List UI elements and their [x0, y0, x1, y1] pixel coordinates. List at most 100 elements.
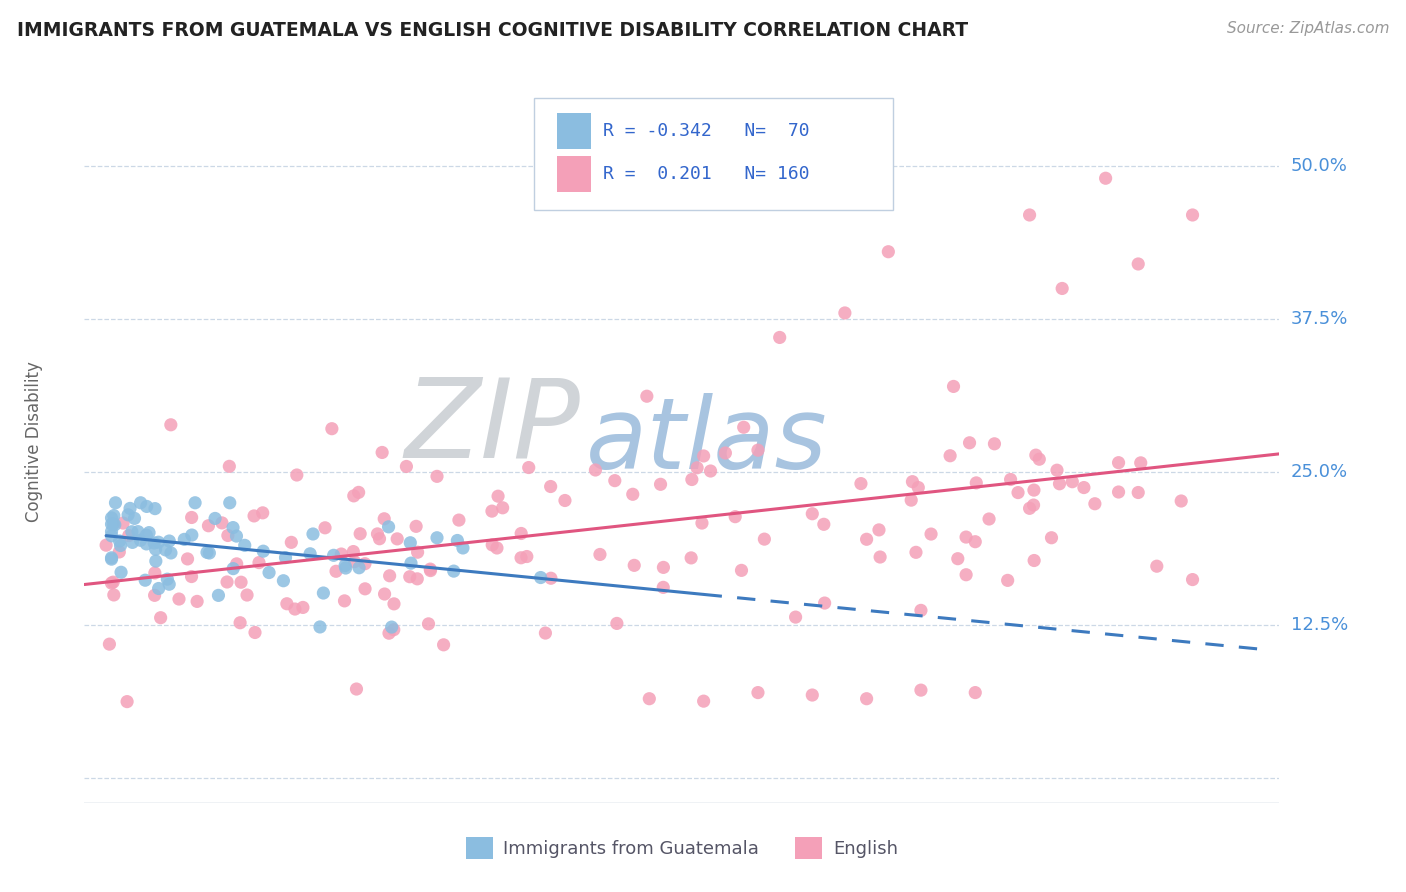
Point	[1146, 559, 1168, 574]
Point	[280, 535, 302, 549]
Point	[343, 489, 366, 503]
Point	[510, 550, 533, 565]
Point	[252, 506, 274, 520]
Point	[1084, 497, 1107, 511]
Point	[983, 437, 1005, 451]
Point	[681, 550, 703, 565]
Point	[869, 549, 891, 564]
Point	[955, 567, 977, 582]
Point	[211, 516, 233, 530]
Point	[1181, 208, 1204, 222]
Point	[382, 623, 405, 637]
Point	[195, 545, 218, 559]
Point	[291, 600, 314, 615]
Point	[218, 496, 240, 510]
Point	[406, 572, 429, 586]
Point	[104, 496, 127, 510]
Point	[638, 691, 661, 706]
Text: Cognitive Disability: Cognitive Disability	[24, 361, 42, 522]
Point	[868, 523, 890, 537]
Point	[342, 544, 364, 558]
Point	[117, 508, 139, 522]
Point	[1049, 476, 1071, 491]
Point	[100, 517, 122, 532]
Point	[699, 464, 721, 478]
Point	[347, 561, 370, 575]
Point	[1040, 531, 1063, 545]
Point	[946, 551, 969, 566]
Point	[486, 489, 509, 503]
Point	[1018, 501, 1040, 516]
Point	[1170, 494, 1192, 508]
Point	[1050, 281, 1073, 295]
Text: atlas: atlas	[586, 393, 828, 490]
Point	[159, 417, 181, 432]
Point	[118, 528, 141, 542]
Point	[347, 485, 370, 500]
Point	[650, 477, 672, 491]
Point	[180, 528, 202, 542]
Point	[939, 449, 962, 463]
Point	[1129, 456, 1152, 470]
Text: IMMIGRANTS FROM GUATEMALA VS ENGLISH COGNITIVE DISABILITY CORRELATION CHART: IMMIGRANTS FROM GUATEMALA VS ENGLISH COG…	[17, 21, 967, 39]
Point	[115, 695, 138, 709]
Point	[965, 475, 987, 490]
Point	[110, 566, 132, 580]
Point	[180, 510, 202, 524]
Point	[129, 533, 152, 548]
Point	[813, 517, 835, 532]
Point	[942, 379, 965, 393]
Point	[686, 460, 709, 475]
Text: 37.5%: 37.5%	[1291, 310, 1348, 328]
Point	[583, 463, 606, 477]
Point	[1073, 481, 1095, 495]
Point	[252, 544, 274, 558]
Legend: Immigrants from Guatemala, English: Immigrants from Guatemala, English	[458, 830, 905, 866]
Point	[769, 330, 792, 344]
Point	[492, 500, 515, 515]
Point	[1028, 452, 1050, 467]
Point	[419, 564, 441, 578]
Point	[801, 688, 824, 702]
Point	[100, 529, 122, 543]
Point	[135, 528, 157, 542]
Text: ZIP: ZIP	[405, 374, 581, 481]
Point	[222, 561, 245, 575]
Point	[623, 558, 645, 573]
Point	[100, 550, 122, 565]
Point	[398, 570, 420, 584]
Point	[285, 468, 308, 483]
Point	[104, 517, 127, 532]
Point	[1128, 257, 1150, 271]
Point	[108, 534, 131, 549]
Point	[100, 511, 122, 525]
Point	[1000, 473, 1022, 487]
Point	[965, 685, 987, 699]
Text: R =  0.201   N= 160: R = 0.201 N= 160	[603, 165, 810, 183]
Point	[554, 493, 576, 508]
Point	[274, 550, 297, 565]
Point	[381, 620, 404, 634]
Point	[977, 512, 1000, 526]
Point	[1108, 456, 1130, 470]
Point	[103, 517, 125, 532]
Point	[652, 560, 675, 574]
Point	[167, 592, 190, 607]
Point	[405, 519, 427, 533]
Point	[534, 626, 557, 640]
Point	[681, 473, 703, 487]
Point	[314, 521, 336, 535]
Point	[714, 446, 737, 460]
Point	[197, 518, 219, 533]
Point	[124, 511, 146, 525]
Point	[589, 548, 612, 562]
Point	[724, 509, 747, 524]
Point	[785, 610, 807, 624]
Point	[299, 547, 322, 561]
Point	[145, 554, 167, 568]
Point	[1025, 448, 1047, 462]
Point	[965, 534, 987, 549]
Point	[371, 445, 394, 459]
Point	[225, 529, 247, 543]
Point	[481, 538, 503, 552]
